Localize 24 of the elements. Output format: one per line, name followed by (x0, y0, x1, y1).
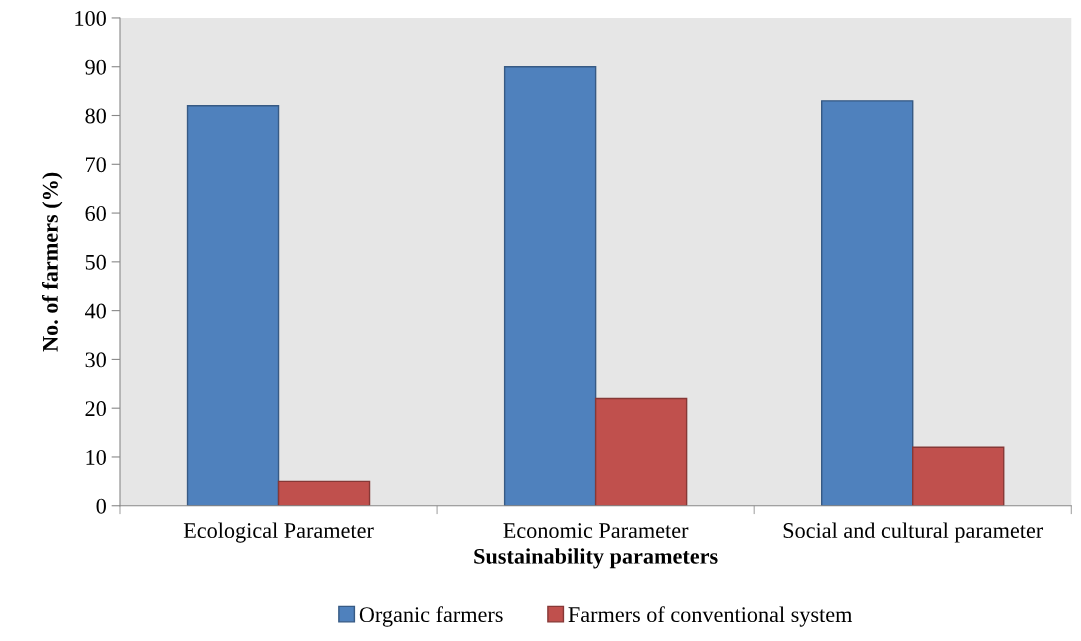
y-tick-label: 90 (85, 59, 106, 75)
y-tick-label: 80 (85, 108, 106, 124)
y-tick-label: 30 (85, 352, 106, 368)
x-tick-label: Social and cultural parameter (783, 522, 1044, 543)
x-tick-label: Ecological Parameter (183, 522, 374, 543)
y-tick-label: 60 (85, 206, 106, 221)
y-tick-label: 40 (85, 303, 106, 319)
legend-label: Farmers of conventional system (568, 606, 853, 627)
y-tick-label: 10 (86, 449, 106, 465)
y-tick-label: 50 (85, 254, 106, 270)
x-tick-label: Economic Parameter (503, 523, 689, 539)
y-tick-label: 70 (86, 157, 106, 173)
x-axis-title: Sustainability parameters (474, 548, 718, 569)
y-tick-label: 20 (85, 401, 106, 417)
bar (912, 446, 1005, 506)
bar (186, 105, 280, 506)
bar (503, 66, 597, 506)
bar (277, 480, 371, 506)
y-tick-label: 0 (96, 498, 106, 514)
y-axis-title: No. of farmers (%) (41, 172, 63, 352)
legend-label: Organic farmers (359, 606, 503, 627)
bar (594, 397, 688, 506)
y-tick-label: 100 (75, 10, 106, 26)
bar (821, 100, 914, 506)
